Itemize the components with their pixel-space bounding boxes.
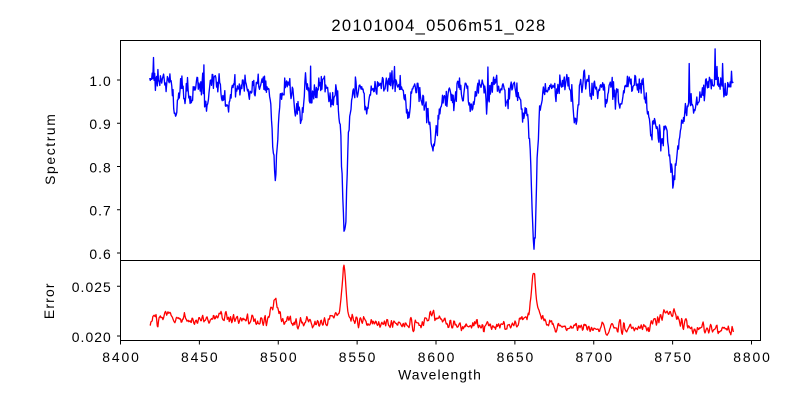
svg-text:0.8: 0.8 bbox=[89, 159, 111, 175]
svg-text:8600: 8600 bbox=[418, 349, 457, 365]
svg-text:1.0: 1.0 bbox=[89, 73, 111, 89]
svg-text:0.025: 0.025 bbox=[72, 279, 112, 295]
svg-text:Spectrum: Spectrum bbox=[42, 113, 58, 185]
svg-text:8400: 8400 bbox=[102, 349, 141, 365]
svg-text:8650: 8650 bbox=[497, 349, 536, 365]
svg-text:0.9: 0.9 bbox=[89, 116, 111, 132]
svg-text:8700: 8700 bbox=[575, 349, 614, 365]
svg-text:8450: 8450 bbox=[181, 349, 220, 365]
svg-text:Wavelength: Wavelength bbox=[398, 367, 482, 383]
svg-text:8750: 8750 bbox=[654, 349, 693, 365]
svg-text:8800: 8800 bbox=[733, 349, 772, 365]
svg-text:0.7: 0.7 bbox=[89, 203, 111, 219]
svg-text:0.6: 0.6 bbox=[89, 246, 111, 262]
svg-text:0.020: 0.020 bbox=[72, 329, 112, 345]
svg-text:8550: 8550 bbox=[339, 349, 378, 365]
svg-text:20101004_0506m51_028: 20101004_0506m51_028 bbox=[331, 16, 546, 35]
svg-text:Error: Error bbox=[41, 282, 57, 319]
svg-text:8500: 8500 bbox=[260, 349, 299, 365]
